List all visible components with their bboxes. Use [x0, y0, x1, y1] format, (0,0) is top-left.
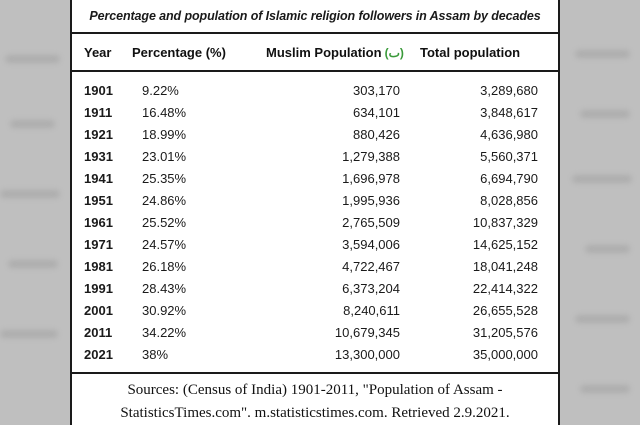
cell-percentage: 24.57% [142, 236, 187, 252]
cell-muslim: 303,170 [353, 82, 400, 98]
table-row: 1991 28.43% 6,373,204 22,414,322 [72, 277, 558, 299]
cell-year: 1901 [84, 82, 113, 98]
cell-year: 2021 [84, 346, 113, 362]
cell-year: 1961 [84, 214, 113, 230]
cell-total: 14,625,152 [472, 236, 538, 252]
cell-percentage: 25.52% [142, 214, 187, 230]
cell-muslim: 1,696,978 [342, 170, 400, 186]
header-year: Year [84, 44, 112, 60]
cell-percentage: 18.99% [142, 126, 187, 142]
cell-percentage: 9.22% [142, 82, 179, 98]
cell-muslim: 6,373,204 [342, 280, 400, 296]
cell-total: 26,655,528 [472, 302, 538, 318]
table-body: 1901 9.22% 303,170 3,289,680 1911 16.48%… [72, 72, 558, 365]
sources-line-1: Sources: (Census of India) 1901-2011, "P… [127, 382, 503, 398]
cell-muslim: 10,679,345 [334, 324, 400, 340]
table-row: 1971 24.57% 3,594,006 14,625,152 [72, 233, 558, 255]
table-row: 1961 25.52% 2,765,509 10,837,329 [72, 211, 558, 233]
table-row: 2001 30.92% 8,240,611 26,655,528 [72, 299, 558, 321]
cell-total: 6,694,790 [480, 170, 538, 186]
table-row: 2021 38% 13,300,000 35,000,000 [72, 343, 558, 365]
cell-total: 18,041,248 [472, 258, 538, 274]
cell-year: 1921 [84, 126, 113, 142]
cell-total: 10,837,329 [472, 214, 538, 230]
cell-year: 1991 [84, 280, 113, 296]
table-row: 1931 23.01% 1,279,388 5,560,371 [72, 145, 558, 167]
cell-total: 31,205,576 [472, 324, 538, 340]
cell-percentage: 16.48% [142, 104, 187, 120]
cell-percentage: 24.86% [142, 192, 187, 208]
document-sheet: Percentage and population of Islamic rel… [70, 0, 560, 425]
cell-muslim: 3,594,006 [342, 236, 400, 252]
header-muslim-label: Muslim Population [266, 44, 382, 60]
cell-year: 2011 [84, 324, 113, 340]
cell-year: 1911 [84, 104, 113, 120]
table-title: Percentage and population of Islamic rel… [72, 0, 558, 34]
cell-muslim: 880,426 [353, 126, 400, 142]
header-total-population: Total population [420, 44, 521, 60]
cell-year: 1951 [84, 192, 113, 208]
cell-total: 3,289,680 [480, 82, 538, 98]
table-row: 2011 34.22% 10,679,345 31,205,576 [72, 321, 558, 343]
table-row: 1941 25.35% 1,696,978 6,694,790 [72, 167, 558, 189]
header-muslim-population: Muslim Population (ٮ) [242, 45, 412, 60]
cell-year: 1981 [84, 258, 113, 274]
cell-muslim: 634,101 [353, 104, 400, 120]
sources-line-2: StatisticsTimes.com". m.statisticstimes.… [120, 405, 510, 421]
table-row: 1911 16.48% 634,101 3,848,617 [72, 101, 558, 123]
table-row: 1921 18.99% 880,426 4,636,980 [72, 123, 558, 145]
table-row: 1951 24.86% 1,995,936 8,028,856 [72, 189, 558, 211]
cell-percentage: 30.92% [142, 302, 187, 318]
cell-total: 5,560,371 [480, 148, 538, 164]
cell-year: 2001 [84, 302, 113, 318]
cell-percentage: 23.01% [142, 148, 187, 164]
cell-muslim: 4,722,467 [342, 258, 400, 274]
cell-year: 1931 [84, 148, 113, 164]
cell-total: 35,000,000 [472, 346, 538, 362]
table-row: 1981 26.18% 4,722,467 18,041,248 [72, 255, 558, 277]
table-row: 1901 9.22% 303,170 3,289,680 [72, 79, 558, 101]
sources-note: Sources: (Census of India) 1901-2011, "P… [72, 372, 558, 425]
header-percentage: Percentage (%) [132, 44, 226, 60]
cell-muslim: 13,300,000 [334, 346, 400, 362]
table-header: Year Percentage (%) Muslim Population (ٮ)… [72, 34, 558, 72]
cell-muslim: 1,995,936 [342, 192, 400, 208]
cell-percentage: 34.22% [142, 324, 187, 340]
cell-total: 3,848,617 [480, 104, 538, 120]
cell-year: 1941 [84, 170, 113, 186]
cell-total: 8,028,856 [480, 192, 538, 208]
cell-percentage: 28.43% [142, 280, 187, 296]
cell-muslim: 8,240,611 [343, 302, 400, 318]
cell-percentage: 26.18% [142, 258, 187, 274]
muslim-symbol-icon: (ٮ) [384, 45, 404, 60]
cell-muslim: 2,765,509 [342, 214, 400, 230]
cell-total: 22,414,322 [472, 280, 538, 296]
cell-year: 1971 [84, 236, 113, 252]
cell-muslim: 1,279,388 [342, 148, 400, 164]
cell-total: 4,636,980 [480, 126, 538, 142]
cell-percentage: 25.35% [142, 170, 187, 186]
cell-percentage: 38% [142, 346, 169, 362]
